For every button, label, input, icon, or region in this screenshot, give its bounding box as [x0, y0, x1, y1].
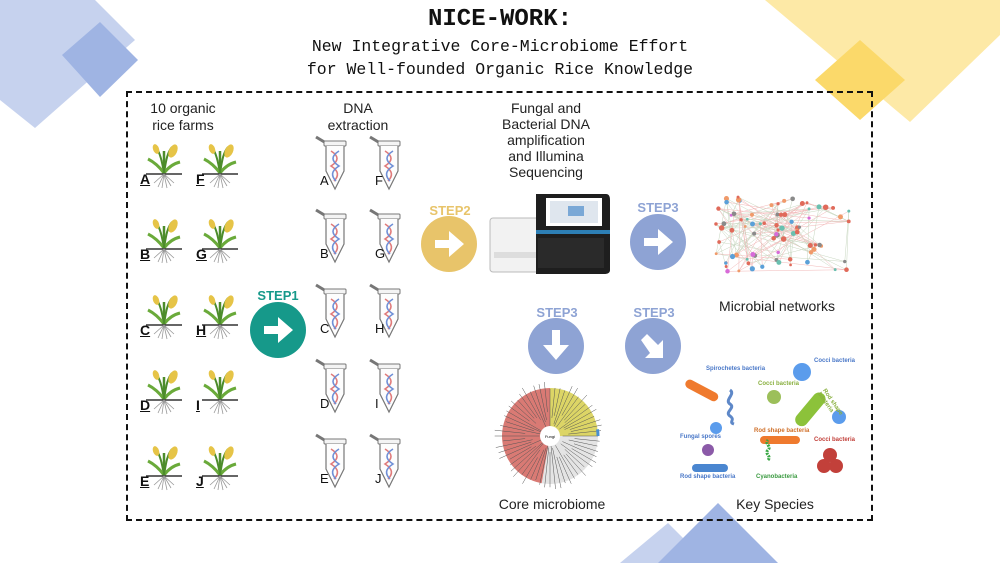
- microbial-network-graph: [714, 195, 851, 274]
- farm-letter-a: A: [140, 171, 151, 187]
- species-label-rod-mid: Rod shape bacteria: [754, 428, 810, 434]
- rice-plant-icon: [144, 143, 184, 189]
- step2-arrow-icon: [421, 216, 477, 272]
- core-label: Core microbiome: [498, 496, 606, 512]
- farm-letter-d: D: [140, 397, 151, 413]
- species-label-cyano: Cyanobacteria: [756, 474, 798, 480]
- tube-letter-h: H: [375, 321, 385, 336]
- farms-label-line-1: 10 organic: [150, 100, 216, 116]
- species-label-fungal: Fungal spores: [680, 434, 722, 440]
- dna-tube-icon: [368, 133, 402, 191]
- key-species-label: Key Species: [736, 496, 814, 512]
- farm-letter-b: B: [140, 246, 151, 262]
- sequencing-line-5: Sequencing: [509, 164, 583, 180]
- dna-label-line-1: DNA: [343, 100, 373, 116]
- step1-arrow-icon: [250, 302, 306, 358]
- step3-label-networks: STEP3: [637, 200, 679, 215]
- tube-letter-i: I: [375, 396, 379, 411]
- dna-tube-icon: [368, 431, 402, 489]
- tube-letter-b: B: [320, 246, 329, 261]
- tube-letter-j: J: [375, 471, 382, 486]
- dna-tube-icon: [314, 206, 348, 264]
- subtitle-line-1: New Integrative Core-Microbiome Effort: [311, 37, 689, 56]
- dna-tube-icon: [368, 281, 402, 339]
- sequencing-label: Fungal and Bacterial DNA amplification a…: [490, 100, 602, 180]
- dna-tube-icon: [368, 356, 402, 414]
- rice-plant-icon: [200, 294, 240, 340]
- rice-plant-icon: [144, 294, 184, 340]
- tube-letter-g: G: [375, 246, 386, 261]
- species-label-cocci-low: Cocci bacteria: [814, 437, 856, 443]
- dna-tube-icon: [314, 133, 348, 191]
- farm-letter-h: H: [196, 322, 207, 338]
- species-label-spirochetes: Spirochetes bacteria: [706, 366, 766, 372]
- step3-core-arrow-down-icon: [528, 318, 584, 374]
- subtitle-line-2: for Well-founded Organic Rice Knowledge: [306, 60, 694, 79]
- farm-letter-e: E: [140, 473, 150, 489]
- sequencing-line-3: amplification: [507, 132, 585, 148]
- dna-tube-icon: [368, 206, 402, 264]
- sequencing-line-1: Fungal and: [510, 100, 582, 116]
- dna-tube-icon: [314, 281, 348, 339]
- step3-species-arrow-down-right-icon: [625, 318, 681, 374]
- farm-letter-f: F: [196, 171, 205, 187]
- tube-letter-d: D: [320, 396, 330, 411]
- rice-plant-icon: [200, 445, 240, 491]
- farm-letter-i: I: [196, 397, 200, 413]
- sequencer-icon: [489, 194, 610, 274]
- step2-label: STEP2: [429, 203, 471, 218]
- species-label-rod-bottom: Rod shape bacteria: [680, 474, 736, 480]
- rice-plant-icon: [144, 445, 184, 491]
- dna-tube-icon: [314, 431, 348, 489]
- workflow-frame: [126, 91, 873, 521]
- rice-plant-icon: [144, 369, 184, 415]
- farm-letter-c: C: [140, 322, 151, 338]
- tube-letter-c: C: [320, 321, 330, 336]
- step3-label-core: STEP3: [536, 305, 578, 320]
- dna-tube-icon: [314, 356, 348, 414]
- step1-label: STEP1: [257, 288, 299, 303]
- core-microbiome-tree-icon: Fungi: [494, 382, 602, 490]
- page-title: NICE-WORK:: [427, 6, 573, 33]
- step3-label-species: STEP3: [633, 305, 675, 320]
- key-species-illustration: Spirochetes bacteria Cocci bacteria Cocci …: [676, 356, 866, 488]
- farm-letter-g: G: [196, 246, 207, 262]
- tube-letter-e: E: [320, 471, 329, 486]
- core-center-label: Fungi: [545, 434, 555, 439]
- dna-label-line-2: extraction: [327, 117, 389, 133]
- species-label-cocci-top: Cocci bacteria: [814, 358, 856, 364]
- dna-label: DNA extraction: [318, 100, 398, 134]
- farms-label-line-2: rice farms: [152, 117, 214, 133]
- species-label-cocci-mid: Cocci bacteria: [758, 381, 800, 387]
- farms-label: 10 organic rice farms: [138, 100, 228, 134]
- rice-plant-icon: [200, 218, 240, 264]
- tube-letter-a: A: [320, 173, 329, 188]
- networks-label: Microbial networks: [719, 298, 835, 314]
- tube-letter-f: F: [375, 173, 383, 188]
- rice-plant-icon: [200, 369, 240, 415]
- rice-plant-icon: [200, 143, 240, 189]
- rice-plant-icon: [144, 218, 184, 264]
- sequencing-line-4: and Illumina: [508, 148, 584, 164]
- sequencing-line-2: Bacterial DNA: [502, 116, 590, 132]
- farm-letter-j: J: [196, 473, 204, 489]
- step3-networks-arrow-icon: [630, 214, 686, 270]
